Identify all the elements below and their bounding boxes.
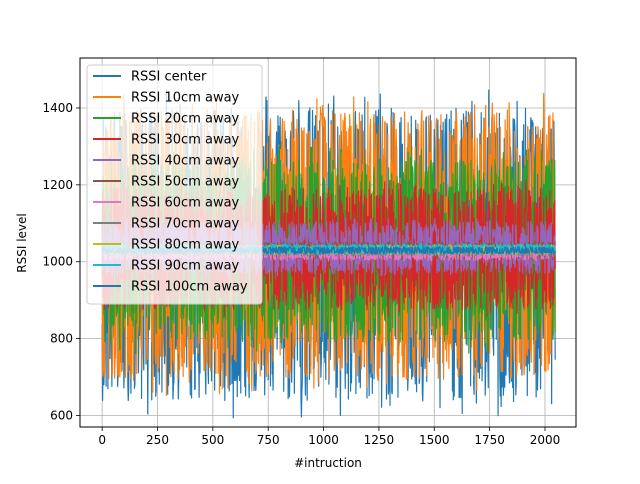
x-tick-label: 0 [98,433,106,447]
x-tick-label: 750 [257,433,280,447]
legend-box [86,64,263,305]
legend-label: RSSI 100cm away [131,280,248,295]
legend-label: RSSI 20cm away [131,112,240,127]
x-tick-label: 1000 [308,433,339,447]
x-tick-label: 1250 [364,433,395,447]
legend-label: RSSI 90cm away [131,259,240,274]
x-tick-label: 2000 [530,433,561,447]
y-axis-label: RSSI level [15,213,29,272]
y-tick-label: 1200 [42,178,73,192]
x-axis-label: #intruction [294,456,362,470]
y-tick-label: 1400 [42,101,73,115]
legend-label: RSSI 10cm away [131,91,240,106]
y-tick-label: 1000 [42,255,73,269]
x-tick-label: 250 [146,433,169,447]
legend-label: RSSI 40cm away [131,154,240,169]
legend-label: RSSI center [131,70,207,85]
plot-frame [79,57,577,428]
y-tick-label: 600 [50,408,73,422]
axis-ticks: 0 250 500 750 1000 1250 1500 1750 2000 600 800 1000… [42,101,560,447]
legend-label: RSSI 70cm away [131,217,240,232]
legend-label: RSSI 50cm away [131,175,240,190]
y-tick-label: 800 [50,332,73,346]
legend-label: RSSI 60cm away [131,196,240,211]
x-tick-label: 1500 [419,433,450,447]
legend-label: RSSI 30cm away [131,133,240,148]
legend-label: RSSI 80cm away [131,238,240,253]
x-tick-label: 500 [201,433,224,447]
legend: RSSI center RSSI 10cm away RSSI 20cm away R… [86,64,263,305]
x-tick-label: 1750 [474,433,505,447]
